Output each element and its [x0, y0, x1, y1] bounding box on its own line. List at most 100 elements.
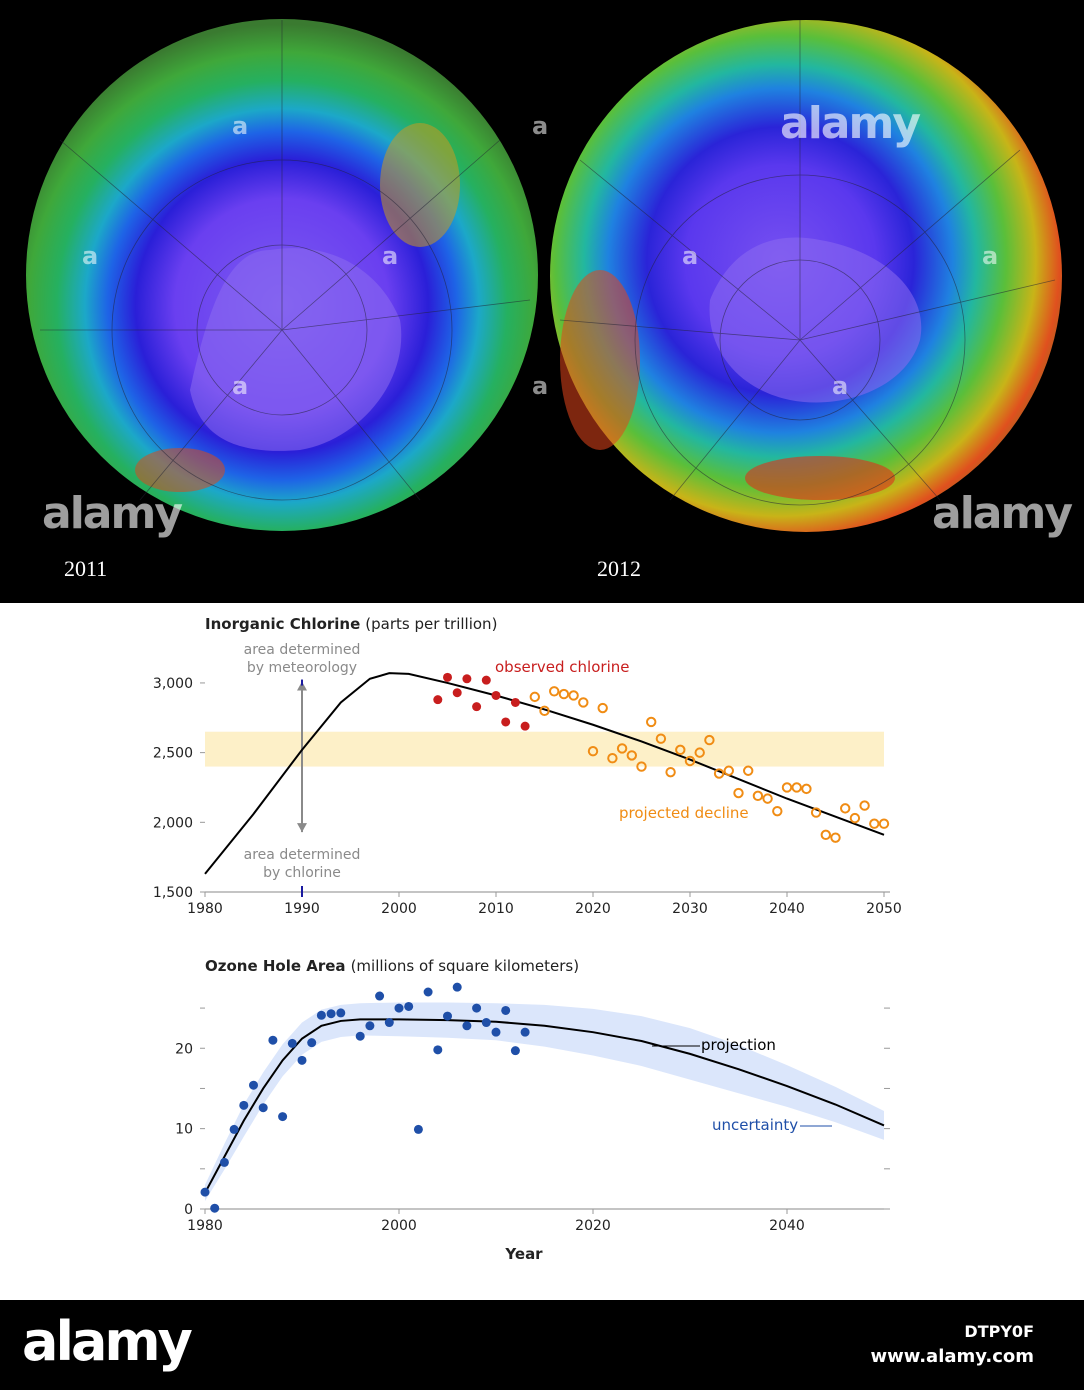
- chart-title: Inorganic Chlorine (parts per trillion): [205, 615, 497, 633]
- x-tick-label: 2000: [381, 901, 417, 917]
- ozone-point: [462, 1021, 472, 1031]
- ozone-point: [229, 1124, 239, 1134]
- ozone-point: [355, 1031, 365, 1041]
- threshold-band: [205, 731, 884, 767]
- projected-point: [713, 768, 725, 779]
- projected-point: [549, 686, 560, 697]
- observed-point: [433, 695, 443, 705]
- projected-point: [684, 755, 696, 767]
- projected-point: [830, 832, 841, 843]
- x-tick-label: 2040: [769, 901, 805, 917]
- projected-point: [752, 790, 764, 802]
- ozone-point: [287, 1038, 297, 1048]
- y-tick-label: 3,000: [153, 676, 193, 692]
- projected-point: [539, 705, 550, 717]
- projected-point: [626, 750, 637, 761]
- y-tick-label: 2,000: [153, 815, 193, 831]
- year-label-2012: 2012: [597, 556, 641, 581]
- projected-point: [578, 697, 589, 708]
- y-tick-label: 2,500: [153, 746, 193, 762]
- footer-logo: alamy: [22, 1310, 193, 1373]
- trend-curve: [204, 672, 885, 875]
- projected-label: projected decline: [619, 804, 749, 822]
- projected-point: [646, 716, 657, 728]
- projected-point: [616, 743, 628, 754]
- projected-point: [859, 800, 870, 811]
- projected-point: [772, 805, 783, 817]
- projected-point: [869, 818, 880, 829]
- watermark-mark: a: [532, 112, 549, 140]
- watermark-mark: a: [832, 372, 849, 400]
- chart-title: Ozone Hole Area (millions of square kilom…: [205, 957, 579, 975]
- observed-point: [491, 690, 501, 700]
- annotation-meteorology: by meteorology: [247, 660, 357, 676]
- chart-title-units: (parts per trillion): [365, 615, 497, 633]
- projected-point: [791, 782, 802, 793]
- ozone-point: [491, 1027, 501, 1037]
- ozone-point: [210, 1203, 220, 1213]
- ozone-point: [278, 1112, 288, 1122]
- projected-point: [810, 807, 822, 818]
- projected-point: [655, 733, 667, 744]
- chart-title-units: (millions of square kilometers): [351, 957, 579, 975]
- ozone-globe-maps: [26, 19, 1062, 532]
- x-tick-label: 1980: [187, 1218, 223, 1234]
- projected-point: [607, 753, 618, 764]
- y-tick-label: 10: [175, 1122, 193, 1138]
- projected-point: [694, 747, 705, 758]
- projected-point: [529, 691, 540, 703]
- ozone-point: [336, 1008, 346, 1018]
- globe-2011: [26, 19, 538, 531]
- watermark-mark: a: [82, 242, 99, 270]
- annotation-chlorine: area determined: [244, 847, 361, 863]
- year-label-2011: 2011: [64, 556, 108, 581]
- plot-area: 1,500 2,000 2,500 3,000 1980 1990 2000 2010 2020…: [153, 642, 902, 917]
- observed-point: [501, 717, 511, 727]
- ozone-point: [365, 1021, 375, 1031]
- ozone-point: [413, 1124, 423, 1134]
- watermark-mark: a: [982, 242, 999, 270]
- ozone-point: [297, 1055, 307, 1065]
- x-tick-label: 2020: [575, 901, 611, 917]
- plot-area: 0 10 20 1980 2000 2020 2040 projection uncertain…: [175, 982, 890, 1234]
- projection-label: projection: [701, 1036, 776, 1054]
- image-id: DTPY0F: [964, 1322, 1034, 1341]
- ozone-point: [239, 1100, 249, 1110]
- ozone-point: [443, 1011, 452, 1021]
- watermark-mark: a: [532, 372, 549, 400]
- projected-point: [665, 766, 676, 778]
- x-tick-label: 2020: [575, 1218, 611, 1234]
- projected-point: [762, 793, 773, 804]
- projected-point: [878, 818, 890, 829]
- annotation-meteorology: area determined: [244, 642, 361, 658]
- projected-point: [704, 734, 715, 746]
- x-tick-label: 1980: [187, 901, 223, 917]
- watermark-mark: a: [682, 242, 699, 270]
- footer-bar: alamy DTPY0F www.alamy.com: [0, 1300, 1084, 1390]
- ozone-point: [258, 1103, 268, 1113]
- arrow-up-icon: [297, 681, 307, 691]
- observed-label: observed chlorine: [495, 658, 629, 676]
- ozone-point: [404, 1001, 414, 1011]
- ozone-point: [384, 1018, 394, 1028]
- ozone-point: [501, 1005, 511, 1015]
- observed-point: [520, 721, 530, 731]
- ozone-point: [452, 982, 462, 992]
- observed-point: [510, 697, 520, 707]
- uncertainty-band: [205, 1002, 884, 1201]
- projected-point: [636, 761, 647, 772]
- ozone-point: [249, 1080, 258, 1090]
- projected-point: [568, 690, 579, 701]
- ozone-point: [375, 991, 385, 1001]
- x-tick-label: 2010: [478, 901, 514, 917]
- x-tick-label: 2000: [381, 1218, 417, 1234]
- observed-point: [472, 702, 482, 712]
- ozone-maps-panel: 2011 2012 alamy alamy alamy a a a a a a …: [0, 0, 1084, 603]
- ozone-point: [316, 1010, 326, 1020]
- projected-point: [597, 702, 608, 714]
- ozone-point: [520, 1027, 530, 1037]
- ozone-point: [481, 1018, 491, 1028]
- watermark-logo: alamy: [42, 488, 183, 539]
- projected-point: [840, 803, 851, 814]
- ozone-point: [394, 1003, 404, 1013]
